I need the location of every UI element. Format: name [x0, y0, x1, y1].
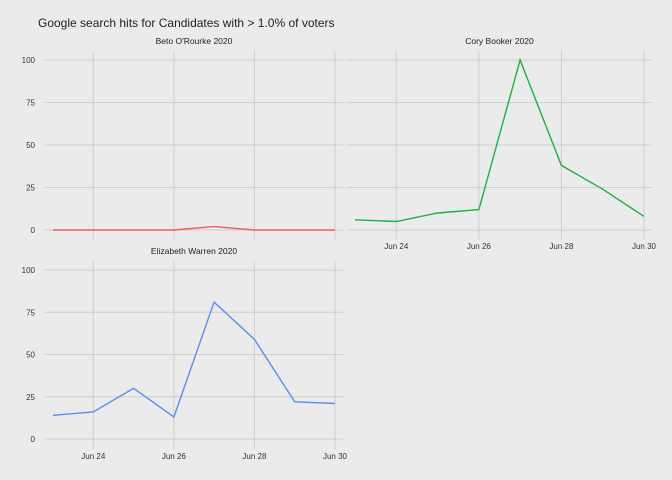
y-tick-label: 0: [31, 435, 36, 444]
x-tick-label: Jun 30: [632, 242, 657, 251]
y-tick-label: 100: [22, 266, 36, 275]
x-tick-label: Jun 26: [467, 242, 492, 251]
y-tick-label: 25: [26, 184, 35, 193]
panel-title: Beto O'Rourke 2020: [156, 36, 233, 46]
panel-2: Elizabeth Warren 2020 0 25 50 75 100 Jun 24 Jun…: [22, 246, 348, 461]
y-tick-label: 100: [22, 56, 36, 65]
y-tick-label: 50: [26, 351, 35, 360]
y-tick-label: 75: [26, 308, 35, 317]
x-tick-label: Jun 24: [81, 452, 106, 461]
y-tick-label: 50: [26, 141, 35, 150]
y-tick-label: 75: [26, 99, 35, 108]
series-line: [52, 300, 336, 419]
y-tick-label: 0: [31, 226, 36, 235]
x-tick-label: Jun 28: [549, 242, 574, 251]
series-line: [53, 225, 335, 231]
y-tick-label: 25: [26, 393, 35, 402]
x-tick-label: Jun 24: [384, 242, 409, 251]
panel-title: Elizabeth Warren 2020: [151, 246, 237, 256]
x-tick-label: Jun 30: [323, 452, 348, 461]
panel-0: Beto O'Rourke 2020 0 25 50 75 100: [22, 36, 343, 239]
chart-title: Google search hits for Candidates with >…: [38, 16, 335, 30]
panel-title: Cory Booker 2020: [465, 36, 534, 46]
panels: Beto O'Rourke 2020 0 25 50 75 100 Cory Booker …: [22, 36, 657, 461]
panel-1: Cory Booker 2020 Jun 24 Jun 26 Jun 28 Jun 30: [347, 36, 657, 251]
x-tick-label: Jun 28: [242, 452, 267, 461]
x-tick-label: Jun 26: [162, 452, 187, 461]
series-line: [354, 57, 645, 223]
